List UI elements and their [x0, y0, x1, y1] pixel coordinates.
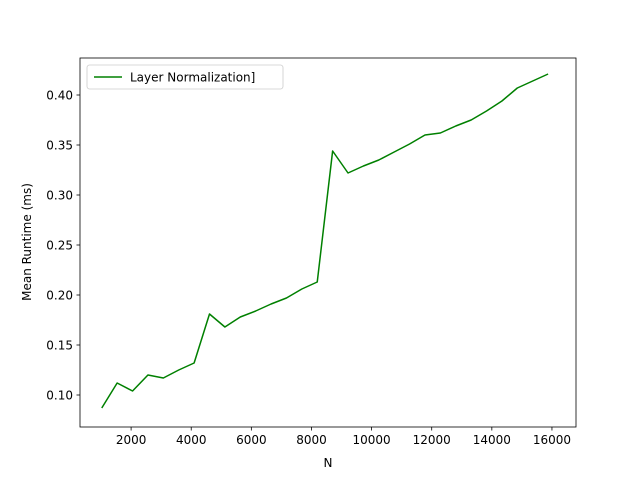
x-tick-label: 14000 [473, 433, 511, 447]
x-tick-label: 12000 [413, 433, 451, 447]
y-tick-label: 0.10 [46, 388, 73, 402]
y-tick-label: 0.40 [46, 88, 73, 102]
legend-box [86, 64, 284, 90]
plot-frame [79, 57, 577, 428]
y-axis-label: Mean Runtime (ms) [20, 183, 34, 301]
y-ticks: 0.10 0.15 0.20 0.25 0.30 0.35 0.40 [46, 88, 80, 402]
x-axis-label: N [324, 456, 333, 470]
x-tick-label: 8000 [296, 433, 327, 447]
x-tick-label: 10000 [352, 433, 390, 447]
y-tick-label: 0.35 [46, 138, 73, 152]
x-tick-label: 2000 [116, 433, 147, 447]
series-line-0 [101, 73, 549, 409]
x-ticks: 2000 4000 6000 8000 10000 12000 14000 16000 [116, 427, 571, 447]
x-tick-label: 4000 [176, 433, 207, 447]
x-tick-label: 16000 [533, 433, 571, 447]
x-tick-label: 6000 [236, 433, 267, 447]
y-tick-label: 0.25 [46, 238, 73, 252]
series-group [101, 73, 549, 409]
axes [79, 57, 577, 428]
legend-label: Layer Normalization] [130, 70, 255, 84]
y-tick-label: 0.20 [46, 288, 73, 302]
y-tick-label: 0.30 [46, 188, 73, 202]
legend: Layer Normalization] [86, 64, 284, 90]
y-tick-label: 0.15 [46, 338, 73, 352]
